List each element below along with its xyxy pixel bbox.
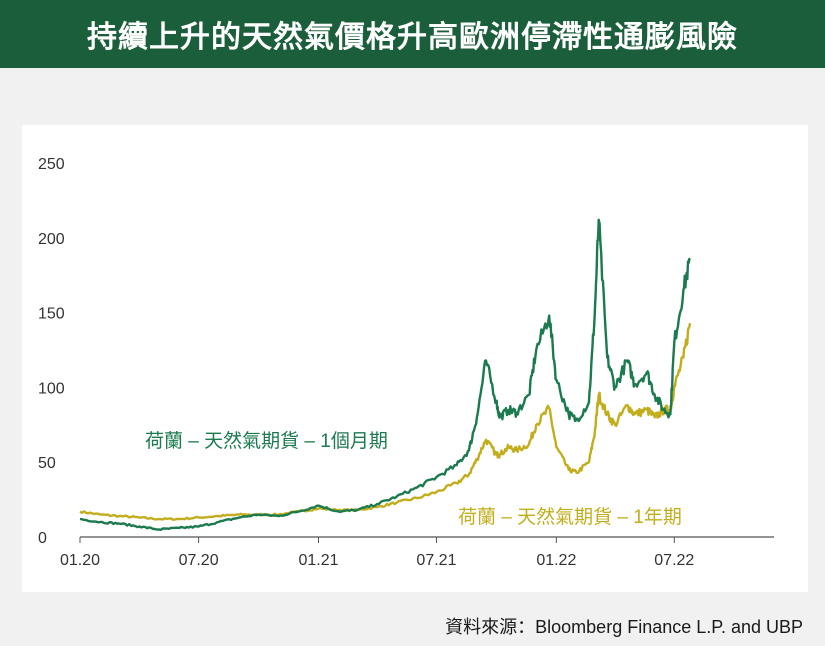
- x-tick-label: 01.22: [536, 552, 576, 569]
- source-note: 資料來源：Bloomberg Finance L.P. and UBP: [445, 617, 803, 637]
- y-tick-label: 50: [38, 455, 56, 472]
- y-tick-label: 0: [38, 530, 47, 547]
- y-tick-label: 100: [38, 380, 65, 397]
- x-tick-label: 01.21: [298, 552, 338, 569]
- title-bar: 持續上升的天然氣價格升高歐洲停滯性通膨風險: [0, 0, 825, 68]
- series-line-1: [79, 322, 692, 521]
- y-tick-label: 200: [38, 231, 65, 248]
- chart-panel: 250 200 150 100 50 0 01.20 07.20 01.21 07.21 01.2…: [22, 125, 808, 592]
- series-line-0: [79, 218, 691, 531]
- y-axis-ticks: 250 200 150 100 50 0: [38, 156, 65, 547]
- y-tick-label: 150: [38, 306, 65, 323]
- x-tick-label: 07.21: [416, 552, 456, 569]
- series-label-0: 荷蘭 – 天然氣期貨 – 1個月期: [145, 430, 388, 452]
- y-tick-label: 250: [38, 156, 65, 173]
- page-title: 持續上升的天然氣價格升高歐洲停滯性通膨風險: [87, 20, 738, 55]
- x-tick-label: 07.22: [654, 552, 694, 569]
- series-layer: [79, 218, 692, 531]
- x-tick-label: 01.20: [60, 552, 100, 569]
- series-label-1: 荷蘭 – 天然氣期貨 – 1年期: [458, 506, 682, 528]
- x-tick-label: 07.20: [179, 552, 219, 569]
- x-axis: 01.20 07.20 01.21 07.21 01.22 07.22: [60, 536, 774, 569]
